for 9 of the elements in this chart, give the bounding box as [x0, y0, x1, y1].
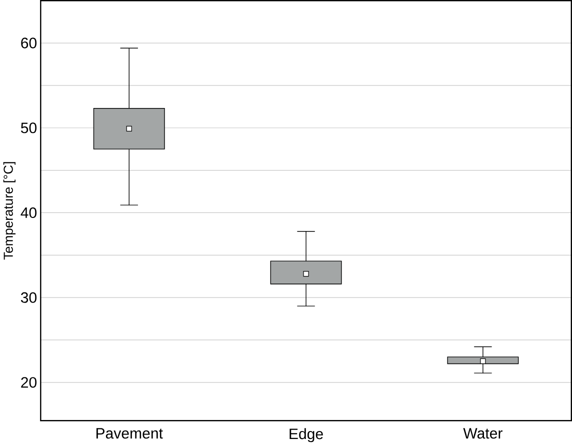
y-axis-title: Temperature [°C]	[3, 162, 16, 260]
x-tick-label: Edge	[290, 428, 323, 442]
y-tick-label: 30	[20, 292, 37, 304]
x-tick-label: Water	[463, 428, 502, 439]
x-tick-label: Pavement	[96, 428, 163, 439]
y-tick-label: 40	[20, 208, 37, 218]
y-tick-label: 20	[21, 377, 37, 388]
y-tick-label: 60	[21, 38, 37, 49]
y-tick-label: 50	[20, 122, 37, 134]
